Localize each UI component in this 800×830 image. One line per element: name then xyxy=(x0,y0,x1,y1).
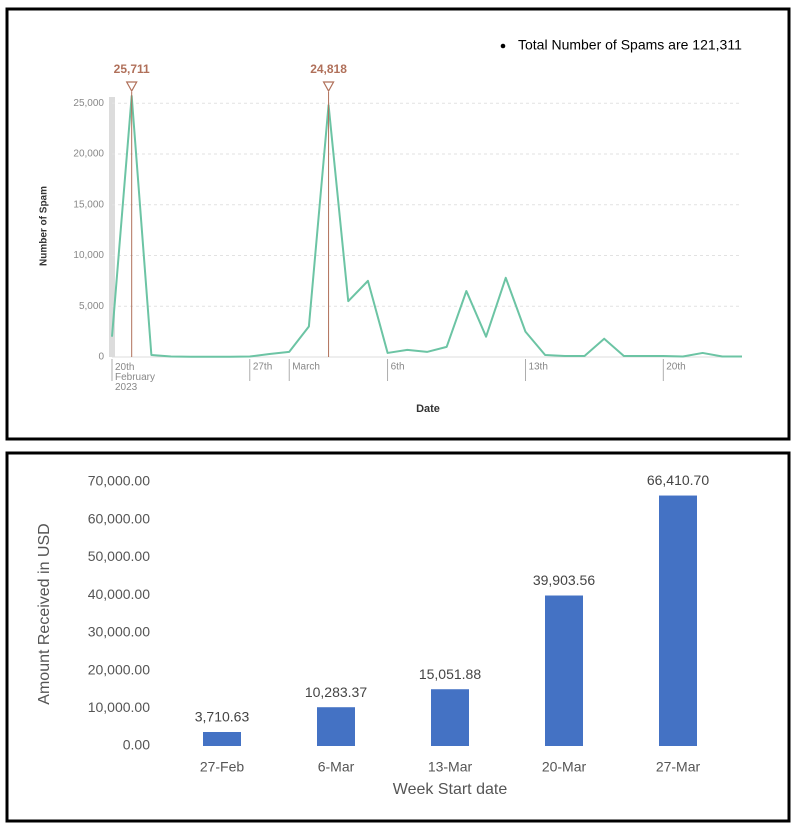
x-tick-label: 6-Mar xyxy=(318,759,355,775)
y-tick-label: 20,000 xyxy=(73,149,104,160)
bar xyxy=(431,689,469,746)
y-tick-label: 30,000.00 xyxy=(88,624,150,640)
x-tick-label: 13th xyxy=(528,362,547,373)
bar xyxy=(545,595,583,746)
y-tick-label: 0 xyxy=(98,352,104,363)
x-tick-label: 6th xyxy=(391,362,405,373)
x-tick-label: 27th xyxy=(253,362,272,373)
x-tick-label: 27-Feb xyxy=(200,759,245,775)
x-tick-label: March xyxy=(292,362,320,373)
y-tick-label: 50,000.00 xyxy=(88,548,150,564)
y-tick-label: 70,000.00 xyxy=(88,473,150,489)
peak-marker xyxy=(322,81,335,93)
note: Total Number of Spams are 121,311 xyxy=(518,37,742,53)
value-label: 15,051.88 xyxy=(419,666,481,682)
y-tick-label: 0.00 xyxy=(123,737,150,753)
x-tick-label: 20th xyxy=(666,362,685,373)
value-label: 39,903.56 xyxy=(533,572,595,588)
y-tick-label: 60,000.00 xyxy=(88,510,150,526)
y-tick-label: 20,000.00 xyxy=(88,661,150,677)
bar xyxy=(659,495,697,746)
value-label: 24,818 xyxy=(310,62,347,76)
x-axis-label: Week Start date xyxy=(393,781,508,798)
bar xyxy=(317,707,355,746)
x-tick-label: 27-Mar xyxy=(656,759,701,775)
value-label: 25,711 xyxy=(114,62,150,76)
bullet xyxy=(500,43,506,49)
selection-band xyxy=(109,97,115,357)
x-axis-label: Date xyxy=(416,403,440,415)
peak-marker xyxy=(125,81,138,93)
value-label: 3,710.63 xyxy=(195,709,250,725)
value-label: 10,283.37 xyxy=(305,684,367,700)
panel-border xyxy=(5,451,791,823)
y-tick-label: 5,000 xyxy=(79,301,104,312)
y-axis-label: Amount Received in USD xyxy=(36,523,53,704)
y-axis-label: Number of Spam xyxy=(39,186,50,266)
line xyxy=(111,95,742,358)
bar xyxy=(203,732,241,746)
y-tick-label: 10,000.00 xyxy=(88,699,150,715)
value-label: 66,410.70 xyxy=(647,472,709,488)
x-tick-label: 20-Mar xyxy=(542,759,587,775)
y-tick-label: 10,000 xyxy=(73,250,104,261)
x-tick-label: 20th February 2023 xyxy=(115,362,155,393)
y-tick-label: 40,000.00 xyxy=(88,586,150,602)
x-tick-label: 13-Mar xyxy=(428,759,473,775)
panel-border xyxy=(5,7,791,441)
y-tick-label: 25,000 xyxy=(73,98,104,109)
y-tick-label: 15,000 xyxy=(73,199,104,210)
